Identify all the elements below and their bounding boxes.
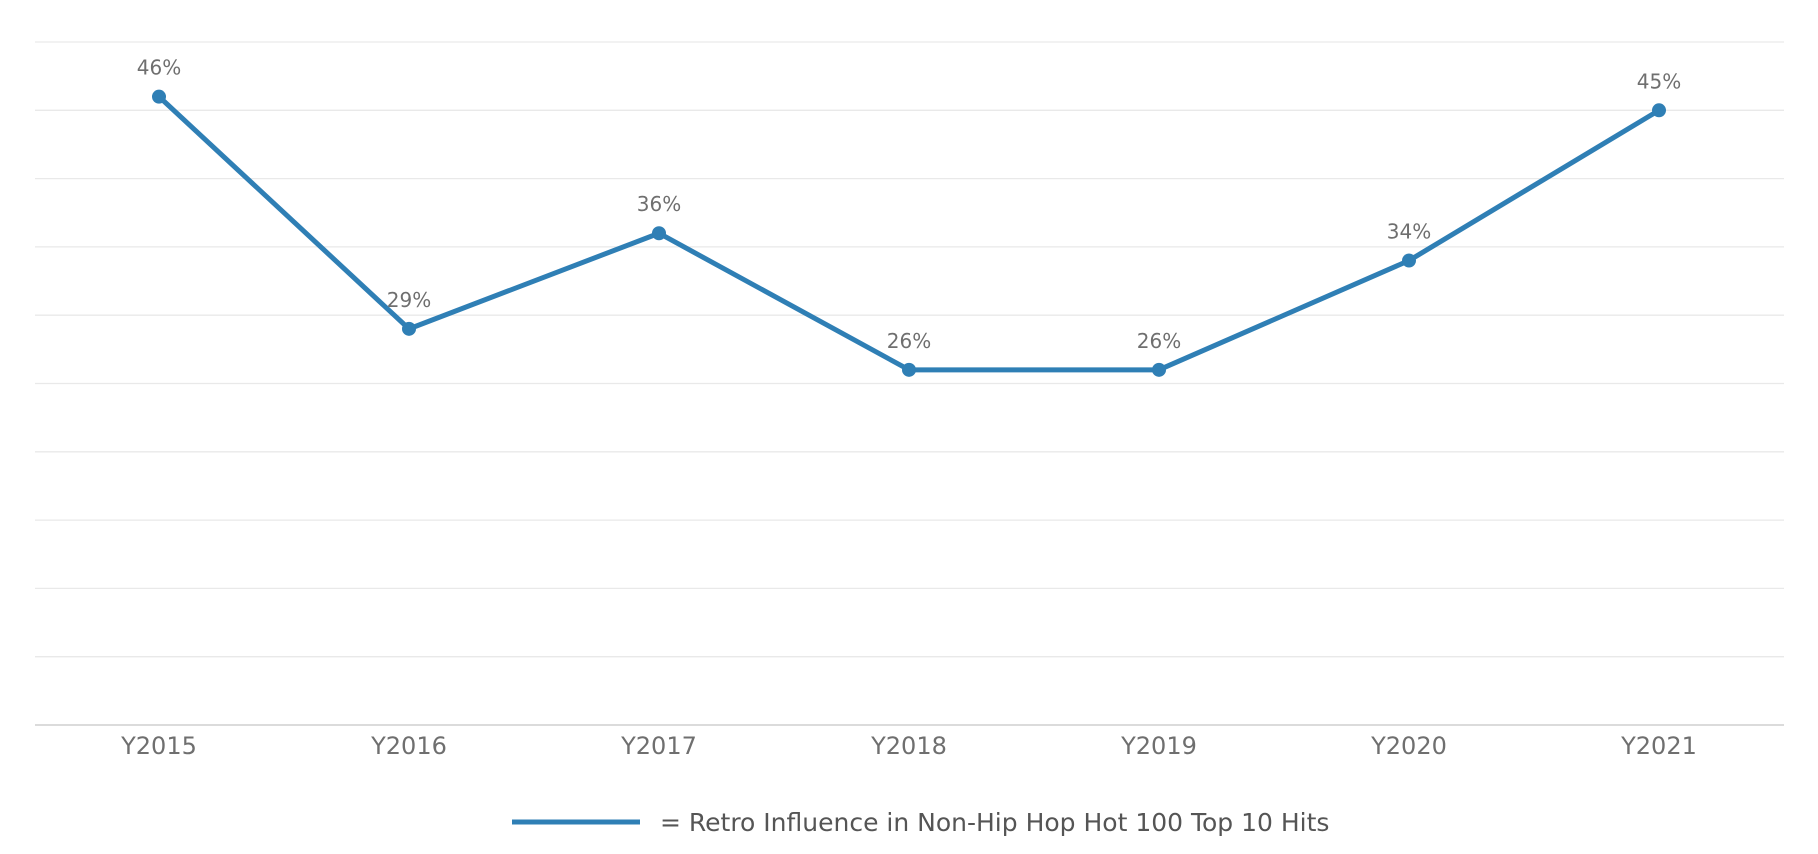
data-point xyxy=(1152,362,1166,377)
data-label: 34% xyxy=(1387,220,1431,244)
data-label: 26% xyxy=(1137,329,1181,353)
data-label: 29% xyxy=(387,288,431,312)
data-label: 45% xyxy=(1637,69,1681,93)
data-point xyxy=(902,362,916,377)
series-layer xyxy=(152,89,1666,377)
x-tick-label: Y2018 xyxy=(870,732,947,760)
data-point xyxy=(402,321,416,336)
gridlines xyxy=(35,41,1784,726)
x-tick-label: Y2015 xyxy=(120,732,197,760)
x-tick-label: Y2020 xyxy=(1370,732,1447,760)
data-label: 46% xyxy=(137,56,181,80)
data-point xyxy=(152,89,166,104)
x-tick-label: Y2016 xyxy=(370,732,447,760)
legend: = Retro Influence in Non-Hip Hop Hot 100… xyxy=(512,808,1329,837)
x-tick-label: Y2017 xyxy=(620,732,697,760)
data-label: 26% xyxy=(887,329,931,353)
x-tick-label: Y2021 xyxy=(1620,732,1697,760)
data-point xyxy=(1652,103,1666,118)
data-point xyxy=(652,226,666,241)
x-tick-label: Y2019 xyxy=(1120,732,1197,760)
x-axis: Y2015 Y2016 Y2017 Y2018 Y2019 Y2020 Y2021 xyxy=(120,732,1697,760)
data-labels: 46% 29% 36% 26% 26% 34% 45% xyxy=(137,56,1681,353)
data-point xyxy=(1402,253,1416,268)
legend-label: = Retro Influence in Non-Hip Hop Hot 100… xyxy=(660,808,1329,837)
data-label: 36% xyxy=(637,192,681,216)
